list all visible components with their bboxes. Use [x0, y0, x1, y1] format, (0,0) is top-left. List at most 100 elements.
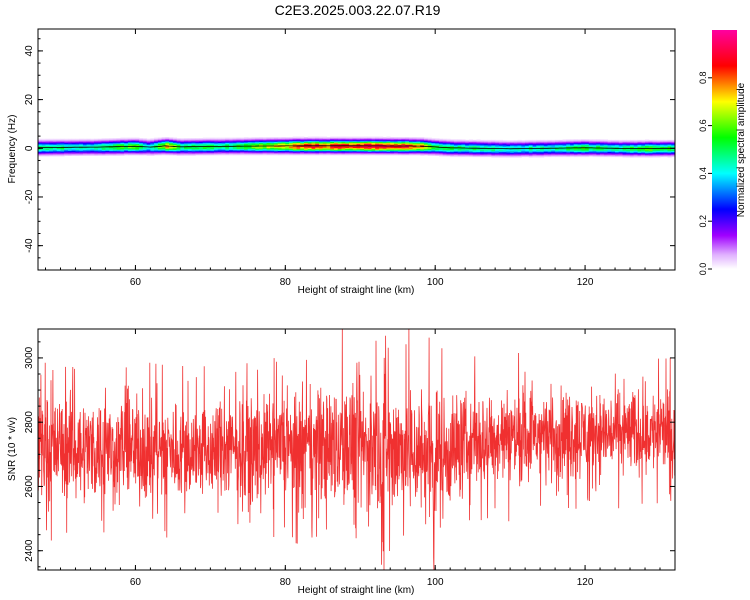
spectrogram-cell — [570, 143, 575, 145]
spectrogram-cell — [573, 142, 578, 144]
spectrogram-cell — [435, 149, 440, 151]
spectrogram-cell — [262, 154, 267, 156]
spectrogram-cell — [255, 140, 260, 142]
spectrogram-cell — [101, 155, 106, 156]
spectrogram-cell — [349, 149, 354, 151]
spectrogram-cell — [528, 153, 534, 155]
spectrogram-cell — [64, 145, 69, 147]
spectrogram-cell — [420, 141, 425, 143]
spectrogram-cell — [60, 138, 65, 140]
spectrogram-cell — [390, 141, 395, 143]
spectrogram-cell — [611, 140, 616, 142]
spectrogram-cell — [109, 148, 114, 150]
spectrogram-cell — [307, 152, 312, 154]
spectrogram-cell — [49, 150, 54, 152]
spectrogram-cell — [109, 142, 114, 144]
spectrogram-cell — [450, 143, 455, 145]
spectrogram-cell — [622, 143, 627, 145]
spectrogram-cell — [573, 149, 578, 151]
spectrogram-cell — [405, 153, 410, 155]
spectrogram-cell — [120, 145, 125, 147]
spectrogram-cell — [626, 152, 631, 154]
spectrogram-cell — [217, 139, 223, 141]
spectrogram-cell — [82, 144, 88, 146]
spectrogram-cell — [506, 144, 511, 146]
spectrogram-cell — [465, 152, 470, 154]
spectrogram-cell — [90, 151, 95, 153]
spectrogram-cell — [214, 147, 219, 149]
spectrogram-cell — [157, 153, 163, 155]
spectrogram-cell — [161, 146, 166, 147]
spectrogram-cell — [547, 155, 552, 156]
spectrogram-cell — [326, 144, 331, 146]
spectrogram-cell — [247, 143, 252, 145]
spectrogram-cell — [67, 143, 73, 145]
spectrogram-cell — [543, 145, 548, 147]
spectrogram-cell — [596, 153, 601, 155]
spectrogram-cell — [367, 152, 372, 154]
spectrogram-cell — [101, 142, 106, 144]
spectrogram-cell — [408, 151, 414, 153]
spectrogram-cell — [300, 151, 305, 153]
spectrogram-cell — [38, 139, 43, 141]
spectrogram-cell — [581, 139, 586, 141]
spectrogram-cell — [525, 155, 530, 157]
spectrogram-cell — [67, 152, 73, 154]
spectrogram-cell — [510, 156, 515, 158]
spectrogram-cell — [184, 140, 189, 142]
spectrogram-cell — [596, 142, 601, 144]
spectrogram-cell — [525, 150, 530, 152]
spectrogram-cell — [438, 152, 444, 154]
spectrogram-cell — [251, 138, 256, 140]
spectrogram-cell — [337, 138, 342, 140]
spectrogram-cell — [431, 141, 436, 143]
spectrogram-cell — [41, 148, 46, 150]
spectrogram-cell — [423, 149, 429, 151]
spectrogram-cell — [221, 138, 226, 140]
spectrogram-cell — [202, 152, 208, 154]
spectrogram-cell — [427, 148, 432, 150]
spectrogram-cell — [334, 139, 339, 141]
spectrogram-cell — [71, 140, 76, 142]
spectrogram-cell — [453, 151, 459, 153]
spectrogram-cell — [150, 155, 155, 156]
spectrogram-cell — [611, 152, 616, 154]
spectrogram-cell — [378, 153, 384, 155]
spectrogram-cell — [562, 155, 567, 156]
spectrogram-cell — [592, 151, 597, 153]
spectrogram-cell — [360, 139, 365, 141]
spectrogram-cell — [502, 152, 507, 154]
spectrogram-cell — [217, 139, 223, 141]
spectrogram-cell — [566, 151, 571, 153]
spectrogram-cell — [131, 140, 136, 142]
spectrogram-cell — [360, 147, 365, 149]
spectrogram-cell — [229, 141, 234, 143]
spectrogram-cell — [363, 142, 369, 144]
spectrogram-cell — [116, 150, 121, 152]
spectrogram-cell — [540, 151, 545, 153]
spectrogram-cell — [150, 139, 155, 141]
spectrogram-cell — [157, 142, 163, 144]
spectrogram-cell — [277, 148, 282, 150]
spectrogram-cell — [573, 145, 578, 147]
spectrogram-cell — [101, 144, 106, 146]
spectrogram-cell — [487, 145, 492, 147]
spectrogram-cell — [577, 143, 582, 145]
spectrogram-cell — [363, 138, 369, 140]
spectrogram-cell — [375, 148, 380, 150]
spectrogram-cell — [214, 137, 219, 139]
spectrogram-cell — [157, 138, 163, 140]
spectrogram-cell — [386, 141, 391, 143]
spectrogram-cell — [393, 137, 399, 139]
spectrogram-cell — [232, 146, 237, 148]
spectrogram-cell — [247, 139, 252, 141]
spectrogram-cell — [603, 153, 608, 155]
spectrogram-cell — [112, 149, 118, 151]
spectrogram-cell — [551, 149, 556, 151]
spectrogram-cell — [502, 155, 507, 157]
spectrogram-cell — [191, 148, 196, 150]
spectrogram-cell — [67, 147, 73, 149]
spectrogram-cell — [622, 149, 627, 151]
spectrogram-cell — [49, 153, 54, 155]
spectrogram-cell — [423, 151, 429, 153]
